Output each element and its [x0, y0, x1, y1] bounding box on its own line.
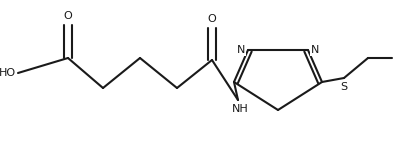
- Text: HO: HO: [0, 68, 16, 78]
- Text: S: S: [340, 82, 348, 92]
- Text: NH: NH: [231, 104, 248, 114]
- Text: O: O: [208, 14, 216, 24]
- Text: N: N: [237, 45, 245, 55]
- Text: O: O: [64, 11, 72, 21]
- Text: N: N: [311, 45, 320, 55]
